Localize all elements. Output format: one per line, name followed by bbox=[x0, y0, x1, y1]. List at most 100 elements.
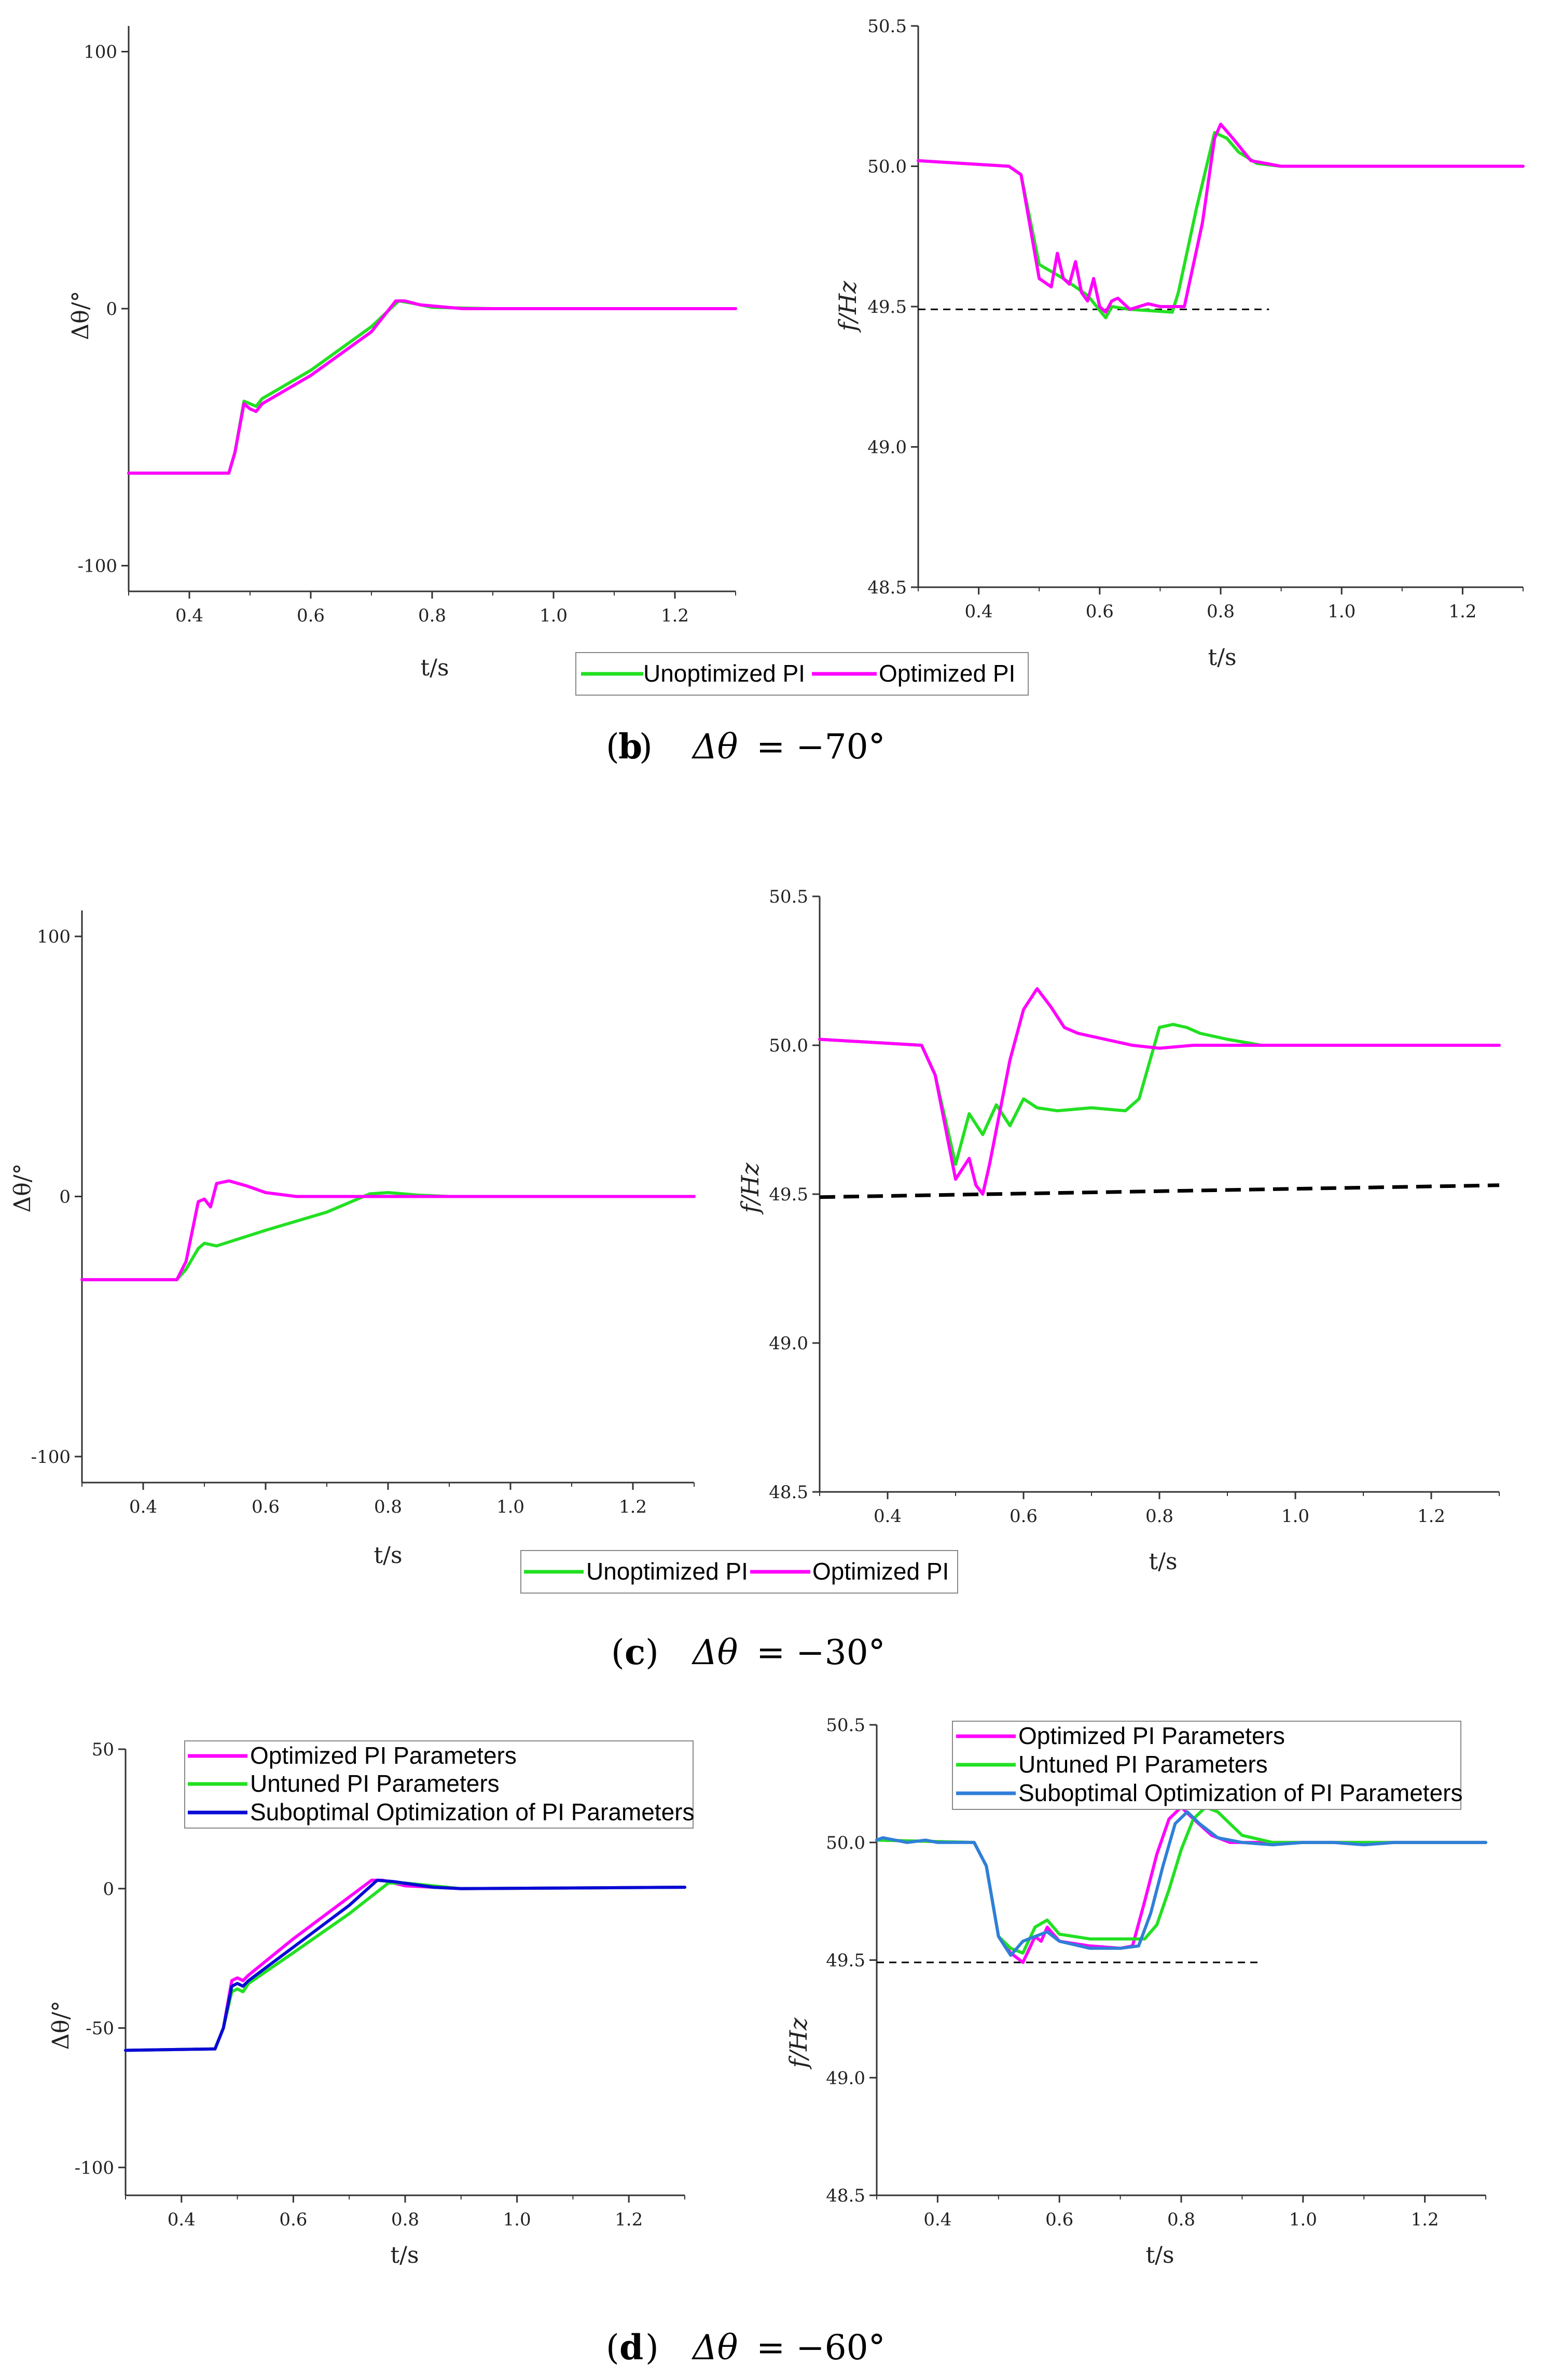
legend-d-left-untuned-label: Untuned PI Parameters bbox=[250, 1770, 500, 1797]
d-left-xtick-label: 0.8 bbox=[391, 2209, 419, 2230]
c-left-xtick-label: 0.4 bbox=[129, 1497, 157, 1517]
c-right-ytick-label: 49.5 bbox=[769, 1184, 808, 1205]
d-left-ytick-label: -50 bbox=[86, 2018, 114, 2039]
c-right-series-optimized-pi bbox=[818, 987, 1501, 1196]
c-right-reference-line bbox=[819, 1183, 1500, 1199]
b-right-xtick-label: 0.8 bbox=[1207, 601, 1235, 622]
b-right-xtick-label: 1.2 bbox=[1448, 601, 1476, 622]
c-left-ytick-label: 0 bbox=[59, 1187, 71, 1208]
b-right-xtick-label: 1.0 bbox=[1328, 601, 1356, 622]
b-right-ytick-label: 50.0 bbox=[867, 157, 907, 177]
b-right-series-optimized-pi bbox=[917, 122, 1525, 314]
d-left-series-suboptimal-optimization-of-pi-parameters bbox=[124, 1878, 686, 2052]
legend-c-unopt-label: Unoptimized PI bbox=[586, 1558, 748, 1585]
b-right-ytick-label: 49.5 bbox=[867, 297, 907, 317]
b-left-ytick-label: 100 bbox=[84, 42, 117, 63]
d-left-xtick-label: 1.0 bbox=[503, 2209, 531, 2230]
legend-d-left-subopt-label: Suboptimal Optimization of PI Parameters bbox=[250, 1798, 694, 1825]
caption-c-close-paren: ) bbox=[645, 1632, 659, 1672]
c-left-series-unoptimized-pi bbox=[80, 1191, 696, 1281]
b-left-xtick-label: 0.8 bbox=[418, 605, 446, 626]
b-left-xtick-label: 1.2 bbox=[661, 605, 689, 626]
panel-b-right: 0.4 0.6 0.8 1.0 1.2 48.5 49.0 49.5 50.0 50.5 bbox=[867, 16, 1525, 622]
caption-d-close-paren: ) bbox=[645, 2328, 659, 2368]
c-right-ytick-label: 48.5 bbox=[769, 1482, 808, 1503]
caption-d-label: d bbox=[619, 2327, 643, 2368]
panel-b-left: 0.4 0.6 0.8 1.0 1.2 -100 0 100 bbox=[78, 26, 737, 626]
b-right-series-unoptimized-pi bbox=[917, 131, 1525, 320]
c-left-xtick-label: 1.2 bbox=[619, 1497, 647, 1517]
b-right-xtick-label: 0.6 bbox=[1086, 601, 1114, 622]
c-right-xtick-label: 0.8 bbox=[1145, 1506, 1173, 1527]
d-right-ytick-label: 50.5 bbox=[826, 1715, 865, 1736]
legend-b-opt-label: Optimized PI bbox=[879, 660, 1015, 687]
c-left-xtick-label: 0.8 bbox=[374, 1497, 402, 1517]
caption-b-open-paren: ( bbox=[606, 727, 619, 767]
c-left-ytick-label: -100 bbox=[31, 1447, 71, 1468]
panel-d-left: 0.4 0.6 0.8 1.0 1.2 -100 -50 0 50 bbox=[75, 1739, 686, 2230]
d-left-xtick-label: 0.6 bbox=[279, 2209, 307, 2230]
d-left-series-optimized-pi-parameters bbox=[124, 1878, 686, 2052]
b-right-xtick-label: 0.4 bbox=[965, 601, 993, 622]
caption-b-label: b bbox=[618, 726, 642, 767]
d-right-xtick-label: 0.4 bbox=[923, 2209, 951, 2230]
c-right-xtick-label: 0.4 bbox=[874, 1506, 902, 1527]
legend-d-right-untuned-label: Untuned PI Parameters bbox=[1018, 1751, 1268, 1778]
d-right-series-untuned-pi-parameters bbox=[875, 1805, 1487, 1955]
d-right-ytick-label: 50.0 bbox=[826, 1833, 865, 1853]
caption-c: ( c ) Δθ = −30° bbox=[611, 1632, 886, 1672]
panel-b-right-ylabel: f/Hz bbox=[834, 281, 862, 333]
d-right-series-optimized-pi-parameters bbox=[875, 1805, 1487, 1964]
c-right-ytick-label: 50.5 bbox=[769, 887, 808, 907]
d-right-ytick-label: 49.0 bbox=[826, 2068, 865, 2088]
b-left-ytick-label: -100 bbox=[78, 556, 117, 576]
panel-d-left-ylabel: Δθ/° bbox=[48, 2000, 74, 2050]
c-right-xtick-label: 1.0 bbox=[1281, 1506, 1309, 1527]
panel-d-right-xlabel: t/s bbox=[1145, 2242, 1174, 2268]
d-right-xtick-label: 0.6 bbox=[1045, 2209, 1073, 2230]
panel-d-right: 0.4 0.6 0.8 1.0 1.2 48.5 49.0 49.5 50.0 50.5 bbox=[826, 1715, 1487, 2230]
panel-c-left-ylabel: Δθ/° bbox=[9, 1163, 36, 1212]
b-left-xtick-label: 0.6 bbox=[297, 605, 325, 626]
c-left-xtick-label: 1.0 bbox=[496, 1497, 524, 1517]
legend-d-left-opt-label: Optimized PI Parameters bbox=[250, 1742, 517, 1769]
panel-b-left-xlabel: t/s bbox=[420, 655, 449, 681]
caption-d-open-paren: ( bbox=[606, 2328, 619, 2368]
legend-d-right-opt-label: Optimized PI Parameters bbox=[1018, 1722, 1285, 1749]
caption-d: ( d ) Δθ = −60° bbox=[606, 2327, 886, 2368]
c-left-ytick-label: 100 bbox=[37, 926, 71, 947]
c-right-xtick-label: 1.2 bbox=[1417, 1506, 1445, 1527]
c-right-series-unoptimized-pi bbox=[818, 1022, 1501, 1166]
d-left-ytick-label: 0 bbox=[103, 1879, 114, 1900]
b-left-ytick-label: 0 bbox=[106, 299, 117, 320]
panel-b-right-xlabel: t/s bbox=[1208, 644, 1236, 671]
d-left-series-untuned-pi-parameters bbox=[124, 1881, 686, 2052]
legend-c: Unoptimized PI Optimized PI bbox=[520, 1550, 958, 1594]
d-right-xtick-label: 0.8 bbox=[1167, 2209, 1195, 2230]
panel-c-right-ylabel: f/Hz bbox=[736, 1163, 764, 1215]
caption-d-value: = −60° bbox=[756, 2328, 886, 2368]
d-right-ytick-label: 48.5 bbox=[826, 2185, 865, 2206]
b-left-series-unoptimized-pi bbox=[127, 299, 737, 475]
b-right-ytick-label: 49.0 bbox=[867, 437, 907, 458]
d-left-ytick-label: 50 bbox=[92, 1739, 114, 1760]
panel-c-right-xlabel: t/s bbox=[1149, 1548, 1177, 1575]
panel-d-right-ylabel: f/Hz bbox=[784, 2017, 812, 2070]
legend-d-right: Optimized PI Parameters Untuned PI Param… bbox=[952, 1721, 1462, 1810]
caption-b-value: = −70° bbox=[756, 727, 886, 767]
caption-c-label: c bbox=[625, 1632, 645, 1672]
d-right-xtick-label: 1.0 bbox=[1289, 2209, 1317, 2230]
c-left-series-optimized-pi bbox=[80, 1179, 696, 1281]
d-left-xtick-label: 1.2 bbox=[615, 2209, 643, 2230]
b-right-ytick-label: 50.5 bbox=[867, 16, 907, 37]
panel-c-left: 0.4 0.6 0.8 1.0 1.2 -100 0 100 bbox=[31, 910, 696, 1517]
d-right-xtick-label: 1.2 bbox=[1411, 2209, 1439, 2230]
d-right-ytick-label: 49.5 bbox=[826, 1950, 865, 1971]
caption-c-value: = −30° bbox=[756, 1632, 886, 1672]
d-left-ytick-label: -100 bbox=[75, 2157, 114, 2178]
c-right-ytick-label: 50.0 bbox=[769, 1035, 808, 1056]
legend-c-opt-label: Optimized PI bbox=[812, 1558, 949, 1585]
b-right-ytick-label: 48.5 bbox=[867, 577, 907, 598]
panel-b-left-ylabel: Δθ/° bbox=[67, 290, 94, 340]
caption-b: ( b ) Δθ = −70° bbox=[606, 726, 886, 767]
